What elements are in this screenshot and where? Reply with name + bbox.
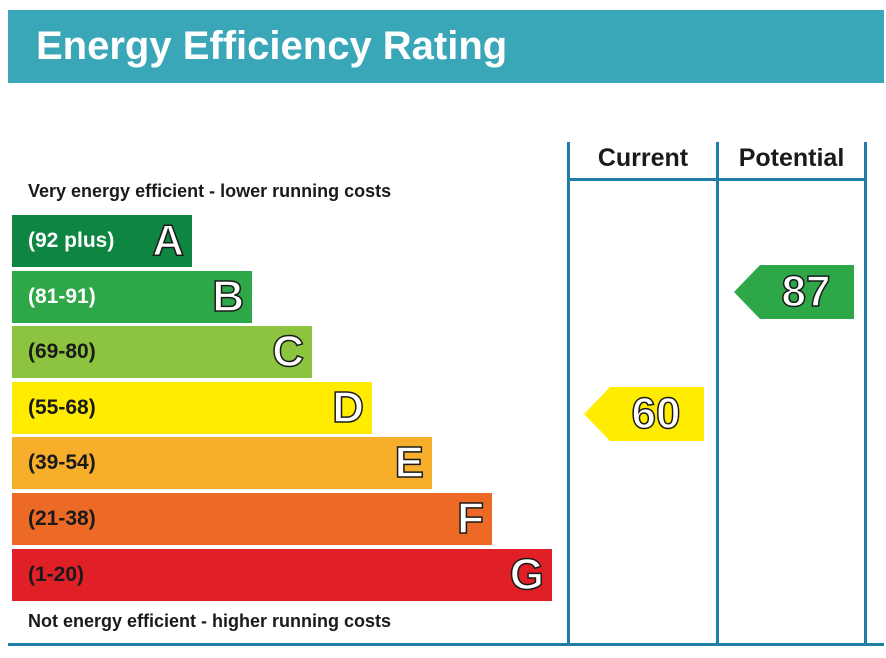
band-range-label: (39-54) xyxy=(28,451,96,475)
band-letter: G xyxy=(509,549,545,600)
band-letter: B xyxy=(211,271,244,322)
band-a: (92 plus) A xyxy=(12,215,192,267)
band-letter: D xyxy=(331,382,364,433)
band-range-label: (69-80) xyxy=(28,340,96,364)
band-range-label: (92 plus) xyxy=(28,229,115,252)
band-d: (55-68) D xyxy=(12,381,372,434)
band-range-label: (55-68) xyxy=(28,395,96,419)
band-g: (1-20) G xyxy=(12,548,552,601)
band-c: (69-80) C xyxy=(12,326,312,379)
band-letter: F xyxy=(456,493,484,544)
band-range-label: (81-91) xyxy=(28,284,96,308)
column-header-potential: Potential xyxy=(738,144,845,172)
chart-title: Energy Efficiency Rating xyxy=(36,24,508,68)
potential-rating-arrow: 87 xyxy=(734,265,854,319)
band-b: (81-91) B xyxy=(12,270,252,323)
frame-line-bottom xyxy=(8,643,884,646)
caption-top: Very energy efficient - lower running co… xyxy=(28,181,392,201)
frame-line-middle xyxy=(716,142,719,646)
current-arrow-shape xyxy=(584,387,704,441)
band-e: (39-54) E xyxy=(12,437,432,490)
potential-arrow-shape xyxy=(734,265,854,319)
band-f: (21-38) F xyxy=(12,493,492,545)
frame-line-left xyxy=(567,142,570,646)
band-range-label: (21-38) xyxy=(28,507,96,530)
title-bar: Energy Efficiency Rating xyxy=(8,10,884,83)
band-letter: C xyxy=(271,326,304,377)
current-rating-arrow: 60 xyxy=(584,387,704,441)
column-header-current: Current xyxy=(597,144,689,172)
potential-rating-value: 87 xyxy=(781,266,831,317)
frame-line-right xyxy=(864,142,867,646)
caption-bottom: Not energy efficient - higher running co… xyxy=(28,611,392,631)
band-range-label: (1-20) xyxy=(28,562,85,586)
band-letter: A xyxy=(151,215,184,266)
current-rating-value: 60 xyxy=(631,388,681,439)
band-letter: E xyxy=(394,438,425,489)
frame-line-header xyxy=(567,178,867,181)
